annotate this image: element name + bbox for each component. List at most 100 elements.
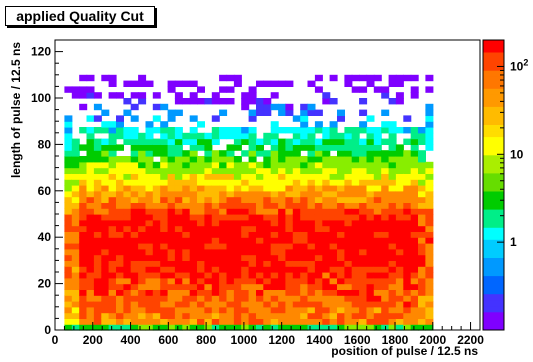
heatmap-cell	[410, 260, 419, 267]
heatmap-cell	[219, 237, 228, 244]
heatmap-cell	[219, 219, 228, 227]
heatmap-cell	[152, 254, 161, 261]
heatmap-cell	[101, 121, 110, 128]
heatmap-cell	[197, 277, 205, 285]
heatmap-cell	[204, 295, 213, 302]
heatmap-cell	[219, 312, 228, 319]
heatmap-cell	[108, 167, 117, 174]
heatmap-cell	[152, 92, 161, 99]
heatmap-cell	[71, 254, 80, 261]
heatmap-cell	[130, 132, 139, 140]
heatmap-cell	[145, 219, 154, 227]
heatmap-cell	[270, 254, 279, 261]
heatmap-cell	[344, 295, 353, 302]
heatmap-cell	[211, 185, 220, 192]
heatmap-cell	[292, 144, 301, 151]
heatmap-cell	[189, 179, 198, 186]
heatmap-cell	[130, 295, 139, 302]
heatmap-cell	[425, 266, 434, 273]
heatmap-cell	[337, 167, 345, 174]
heatmap-cell	[233, 231, 242, 238]
heatmap-cell	[337, 318, 345, 325]
heatmap-cell	[425, 260, 434, 267]
heatmap-cell	[425, 144, 434, 151]
heatmap-cell	[395, 144, 404, 151]
heatmap-cell	[219, 86, 228, 93]
heatmap-cell	[167, 208, 176, 215]
heatmap-cell	[79, 289, 88, 296]
heatmap-cell	[204, 243, 213, 250]
heatmap-cell	[189, 80, 198, 87]
heatmap-cell	[395, 208, 404, 215]
heatmap-cell	[270, 243, 279, 250]
heatmap-cell	[108, 92, 117, 99]
heatmap-cell	[211, 98, 220, 105]
heatmap-cell	[93, 295, 102, 302]
heatmap-cell	[152, 306, 161, 314]
heatmap-cell	[116, 266, 124, 273]
heatmap-cell	[388, 173, 397, 180]
heatmap-cell	[79, 266, 88, 273]
heatmap-cell	[116, 179, 124, 186]
heatmap-cell	[351, 231, 360, 238]
heatmap-cell	[359, 283, 368, 290]
heatmap-cell	[344, 150, 353, 157]
heatmap-cell	[211, 167, 220, 174]
heatmap-cell	[278, 103, 287, 111]
heatmap-cell	[425, 202, 434, 209]
heatmap-cell	[351, 277, 360, 285]
heatmap-cell	[300, 156, 309, 163]
heatmap-cell	[300, 295, 309, 302]
heatmap-cell	[403, 74, 412, 82]
heatmap-cell	[204, 150, 213, 157]
heatmap-cell	[285, 144, 294, 151]
heatmap-cell	[233, 237, 242, 244]
heatmap-cell	[300, 301, 309, 308]
heatmap-cell	[108, 266, 117, 273]
heatmap-cell	[167, 237, 176, 244]
heatmap-cell	[71, 219, 80, 227]
heatmap-cell	[373, 173, 382, 180]
heatmap-cell	[388, 283, 397, 290]
heatmap-cell	[388, 127, 397, 134]
heatmap-cell	[344, 312, 353, 319]
heatmap-cell	[403, 208, 412, 215]
heatmap-cell	[108, 161, 117, 169]
heatmap-cell	[197, 179, 205, 186]
heatmap-cell	[167, 156, 176, 163]
heatmap-cell	[292, 127, 301, 134]
heatmap-cell	[373, 237, 382, 244]
heatmap-cell	[359, 98, 368, 105]
plot-frame	[54, 39, 481, 331]
heatmap-cell	[152, 248, 161, 256]
heatmap-cell	[101, 225, 110, 232]
heatmap-cell	[381, 283, 390, 290]
heatmap-cell	[233, 185, 242, 192]
heatmap-cell	[219, 132, 228, 140]
heatmap-cell	[285, 167, 294, 174]
heatmap-cell	[241, 283, 250, 290]
heatmap-cell	[226, 132, 235, 140]
heatmap-cell	[418, 254, 426, 261]
heatmap-cell	[182, 150, 191, 157]
heatmap-cell	[189, 301, 198, 308]
heatmap-cell	[138, 190, 147, 198]
heatmap-cell	[359, 324, 368, 331]
colorbar-segment	[483, 215, 504, 222]
heatmap-cell	[101, 190, 110, 198]
heatmap-cell	[79, 272, 88, 279]
heatmap-cell	[292, 324, 301, 331]
heatmap-cell	[145, 266, 154, 273]
y-tick-label: 40	[38, 230, 52, 244]
heatmap-cell	[71, 138, 80, 145]
heatmap-cell	[174, 289, 183, 296]
heatmap-cells	[64, 74, 434, 331]
heatmap-cell	[381, 266, 390, 273]
heatmap-cell	[329, 266, 338, 273]
heatmap-cell	[278, 109, 287, 116]
heatmap-cell	[366, 127, 375, 134]
heatmap-cell	[359, 260, 368, 267]
colorbar-segment	[483, 257, 504, 264]
heatmap-cell	[307, 277, 316, 285]
heatmap-cell	[329, 289, 338, 296]
